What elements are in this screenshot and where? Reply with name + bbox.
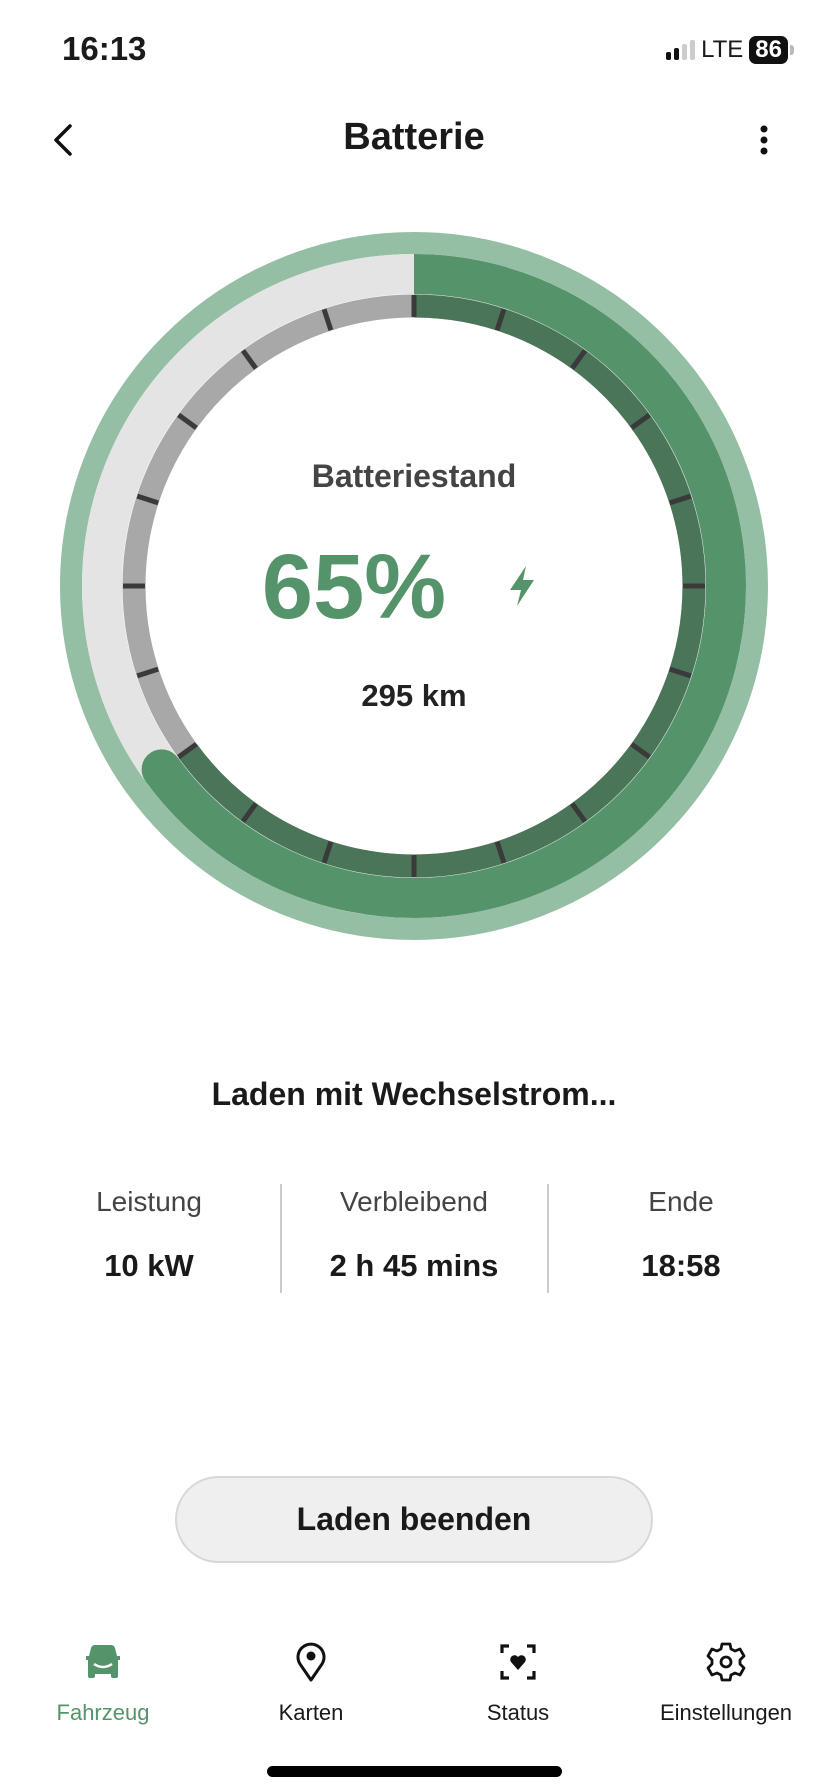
home-indicator — [267, 1766, 562, 1777]
status-indicators: LTE 86 — [666, 36, 794, 64]
divider — [547, 1184, 549, 1293]
stat-value: 10 kW — [104, 1248, 194, 1283]
gauge-tick — [321, 841, 334, 864]
chevron-left-icon[interactable] — [46, 120, 80, 160]
gauge-tick — [494, 841, 507, 864]
page-title: Batterie — [343, 116, 485, 158]
gauge-fill — [145, 254, 746, 918]
gauge-fill-cap — [141, 749, 182, 790]
gauge-inner-fill — [178, 294, 706, 878]
gauge-tick — [321, 308, 334, 331]
range-value: 295 km — [361, 678, 467, 713]
nav-item-einstellungen[interactable]: Einstellungen — [626, 1640, 826, 1726]
gauge-tick — [494, 308, 507, 331]
map-pin-icon — [296, 1642, 326, 1682]
stat-label: Ende — [648, 1186, 714, 1217]
charging-status: Laden mit Wechselstrom... — [211, 1076, 617, 1112]
stop-charging-button[interactable]: Laden beenden — [175, 1476, 653, 1563]
gauge-tick — [240, 802, 258, 823]
gauge-tick — [240, 349, 258, 370]
nav-label: Einstellungen — [659, 1700, 793, 1725]
gauge-tick — [630, 412, 651, 430]
battery-percent: 65% — [261, 536, 447, 638]
bolt-icon — [510, 566, 534, 606]
divider — [280, 1184, 282, 1293]
nav-item-karten[interactable]: Karten — [211, 1640, 411, 1726]
nav-label: Karten — [278, 1700, 344, 1725]
gauge-outer-ring — [60, 232, 768, 940]
gauge-tick — [570, 349, 588, 370]
battery-level: 86 — [749, 36, 788, 64]
status-time: 16:13 — [62, 30, 147, 67]
nav-item-fahrzeug[interactable]: Fahrzeug — [3, 1640, 203, 1726]
stat-power: Leistung 10 kW — [16, 1186, 282, 1284]
stat-label: Leistung — [96, 1186, 202, 1217]
gauge-tick — [177, 412, 198, 430]
battery-icon — [790, 45, 794, 55]
gauge-tick — [669, 666, 692, 679]
gear-icon — [706, 1642, 746, 1682]
gauge-label: Batteriestand — [311, 458, 517, 494]
stat-end: Ende 18:58 — [548, 1186, 814, 1284]
stat-label: Verbleibend — [340, 1186, 488, 1217]
network-type: LTE — [701, 36, 744, 63]
stat-remaining: Verbleibend 2 h 45 mins — [281, 1186, 547, 1284]
battery-gauge — [60, 232, 768, 940]
signal-icon — [666, 40, 696, 60]
gauge-tick — [177, 742, 198, 760]
nav-label: Status — [486, 1700, 550, 1725]
nav-label: Fahrzeug — [56, 1700, 150, 1725]
heart-scan-icon — [500, 1644, 536, 1680]
gauge-tick — [570, 802, 588, 823]
nav-item-status[interactable]: Status — [418, 1640, 618, 1726]
stat-value: 2 h 45 mins — [329, 1248, 499, 1283]
more-vertical-icon[interactable] — [750, 120, 778, 160]
gauge-tick — [136, 493, 159, 506]
gauge-tick — [136, 666, 159, 679]
car-icon — [86, 1645, 120, 1678]
gauge-tick — [630, 742, 651, 760]
stat-value: 18:58 — [641, 1248, 721, 1283]
gauge-tick — [669, 493, 692, 506]
